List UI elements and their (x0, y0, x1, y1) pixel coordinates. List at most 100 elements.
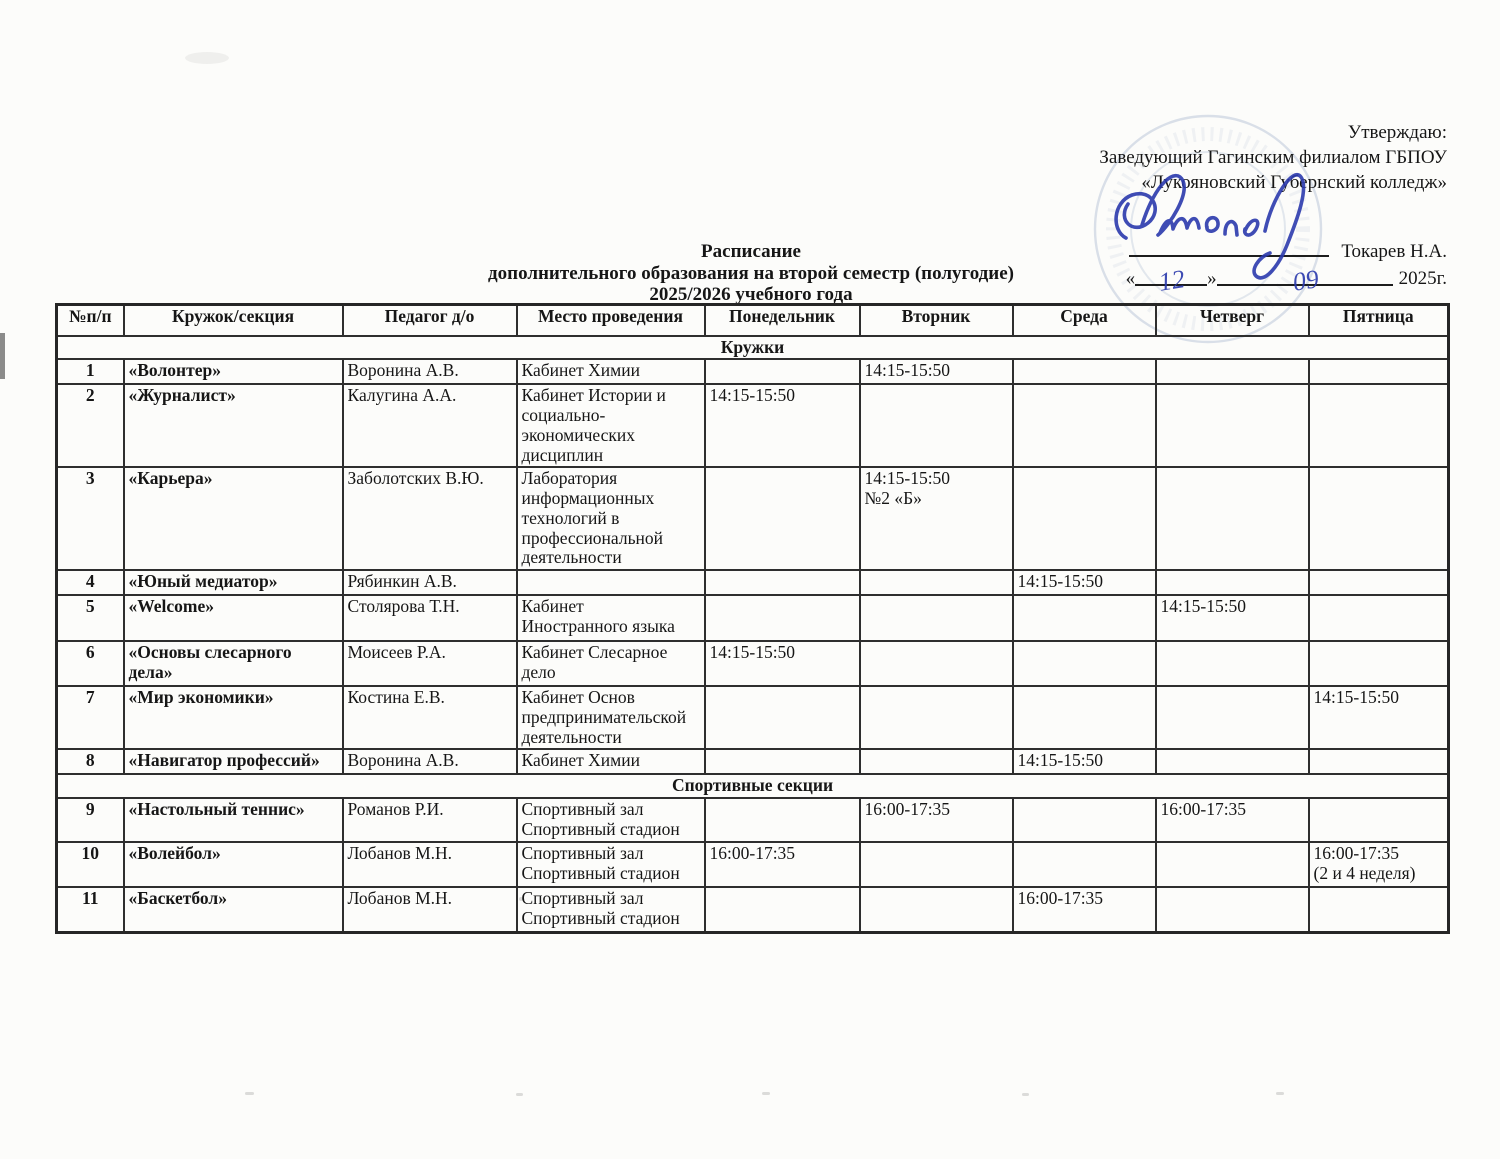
tuesday-cell (858, 383, 1014, 469)
date-day-blank: 12 (1135, 264, 1208, 297)
scan-speck (516, 1093, 523, 1096)
place-name: Спортивный зал Спортивный стадион (515, 885, 706, 934)
column-header-8: Пятница (1307, 303, 1450, 337)
monday-cell: 14:15-15:50 (703, 640, 861, 688)
document-title: Расписание дополнительного образования н… (55, 241, 1447, 306)
title-line-3: 2025/2026 учебного года (649, 284, 853, 305)
scan-speck (1022, 1093, 1029, 1096)
wednesday-cell (1011, 640, 1157, 688)
monday-cell (703, 569, 861, 597)
signature-row: Токарев Н.А. (987, 237, 1447, 264)
club-name: «Юный медиатор» (122, 569, 344, 597)
wednesday-cell (1011, 358, 1157, 386)
table-row: 3 «Карьера» Заболотских В.Ю. Лаборатория ин… (55, 466, 1450, 572)
place-name: Кабинет Слесарное дело (515, 640, 706, 688)
friday-cell (1307, 748, 1450, 776)
club-name: «Мир экономики» (122, 685, 344, 751)
column-header-2: Педагог д/о (341, 303, 518, 337)
teacher-name: Воронина А.В. (341, 748, 518, 776)
table-row: 5 «Welcome» Столярова Т.Н. Кабинет Иностран… (55, 594, 1450, 643)
tuesday-cell (858, 748, 1014, 776)
quote-open: « (1125, 268, 1136, 289)
table-row: 6 «Основы слесарного дела» Моисеев Р.А. Каб… (55, 640, 1450, 688)
wednesday-cell: 16:00-17:35 (1011, 885, 1157, 934)
tuesday-cell: 14:15-15:50 №2 «Б» (858, 466, 1014, 572)
section-label: Кружки (55, 334, 1450, 361)
place-name: Кабинет Химии (515, 748, 706, 776)
thursday-cell (1154, 840, 1310, 888)
club-name: «Журналист» (122, 383, 344, 469)
monday-cell: 14:15-15:50 (703, 383, 861, 469)
table-row: 1 «Волонтер» Воронина А.В. Кабинет Химии 14:… (55, 358, 1450, 386)
club-name: «Баскетбол» (122, 885, 344, 934)
thursday-cell: 16:00-17:35 (1154, 797, 1310, 843)
tuesday-cell: 16:00-17:35 (858, 797, 1014, 843)
monday-cell (703, 466, 861, 572)
title-line-1: Расписание (701, 241, 801, 262)
handwritten-signature (1114, 173, 1306, 280)
wednesday-cell: 14:15-15:50 (1011, 748, 1157, 776)
teacher-name: Костина Е.В. (341, 685, 518, 751)
scan-smudge (185, 52, 229, 64)
row-number: 11 (55, 885, 125, 934)
thursday-cell (1154, 383, 1310, 469)
club-name: «Welcome» (122, 594, 344, 643)
monday-cell: 16:00-17:35 (703, 840, 861, 888)
tuesday-cell (858, 840, 1014, 888)
column-header-4: Понедельник (703, 303, 861, 337)
teacher-name: Столярова Т.Н. (341, 594, 518, 643)
row-number: 2 (55, 383, 125, 469)
table-row: 11 «Баскетбол» Лобанов М.Н. Спортивный зал … (55, 885, 1450, 934)
monday-cell (703, 594, 861, 643)
thursday-cell (1154, 885, 1310, 934)
date-row: «12» 09 2025г. (987, 264, 1447, 297)
friday-cell (1307, 383, 1450, 469)
section-label: Спортивные секции (55, 773, 1450, 800)
thursday-cell (1154, 685, 1310, 751)
scan-edge-mark (0, 333, 5, 379)
club-name: «Волейбол» (122, 840, 344, 888)
wednesday-cell: 14:15-15:50 (1011, 569, 1157, 597)
thursday-cell (1154, 569, 1310, 597)
column-header-5: Вторник (858, 303, 1014, 337)
wednesday-cell (1011, 383, 1157, 469)
teacher-name: Воронина А.В. (341, 358, 518, 386)
approval-line-1: Утверждаю: (1347, 122, 1447, 143)
schedule-table: №п/п Кружок/секция Педагог д/о Место провед… (55, 303, 1450, 935)
place-name: Лаборатория информационных технологий в … (515, 466, 706, 572)
row-number: 9 (55, 797, 125, 843)
club-name: «Карьера» (122, 466, 344, 572)
tuesday-cell (858, 569, 1014, 597)
friday-cell (1307, 885, 1450, 934)
signature-blank-line (1128, 237, 1329, 257)
place-name: Кабинет Иностранного языка (515, 594, 706, 643)
table-body: Кружки 1 «Волонтер» Воронина А.В. Кабинет Хи… (55, 334, 1450, 934)
approval-block: Утверждаю: Заведующий Гагинским филиалом… (987, 120, 1447, 297)
club-name: «Волонтер» (122, 358, 344, 386)
thursday-cell: 14:15-15:50 (1154, 594, 1310, 643)
tuesday-cell (858, 594, 1014, 643)
row-number: 6 (55, 640, 125, 688)
row-number: 10 (55, 840, 125, 888)
friday-cell (1307, 358, 1450, 386)
monday-cell (703, 748, 861, 776)
monday-cell (703, 797, 861, 843)
row-number: 5 (55, 594, 125, 643)
scan-speck (245, 1092, 254, 1095)
teacher-name: Заболотских В.Ю. (341, 466, 518, 572)
friday-cell: 14:15-15:50 (1307, 685, 1450, 751)
teacher-name: Лобанов М.Н. (341, 840, 518, 888)
signer-name: Токарев Н.А. (1341, 241, 1447, 262)
section-row: Кружки (55, 334, 1450, 361)
club-name: «Навигатор профессий» (122, 748, 344, 776)
wednesday-cell (1011, 466, 1157, 572)
club-name: «Настольный теннис» (122, 797, 344, 843)
row-number: 1 (55, 358, 125, 386)
approval-line-3: «Лукояновский Губернский колледж» (1141, 172, 1447, 193)
scan-speck (1276, 1092, 1284, 1095)
place-name (515, 569, 706, 597)
place-name: Спортивный зал Спортивный стадион (515, 797, 706, 843)
friday-cell (1307, 569, 1450, 597)
monday-cell (703, 685, 861, 751)
